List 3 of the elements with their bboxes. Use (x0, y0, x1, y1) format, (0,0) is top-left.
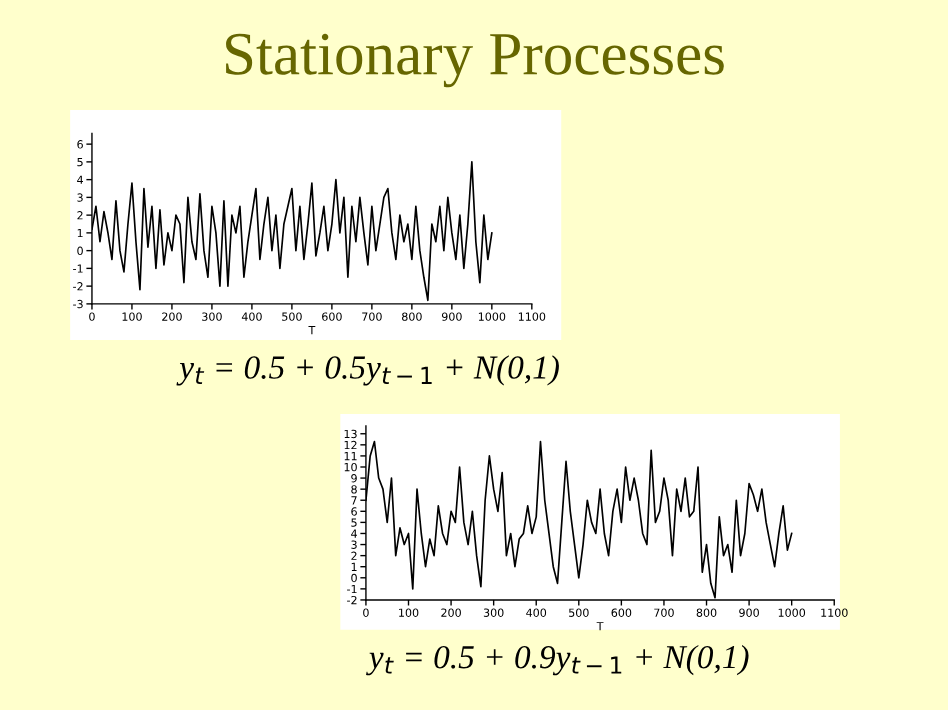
text: y$_{t}$ = 0.5 + 0.5y$_{t−1}$ + N(0,1) (176, 355, 559, 386)
chart-title: Stationary Processes (226, 33, 724, 88)
text: y$_{t}$ = 0.5 + 0.9y$_{t−1}$ + N(0,1) (366, 644, 749, 676)
